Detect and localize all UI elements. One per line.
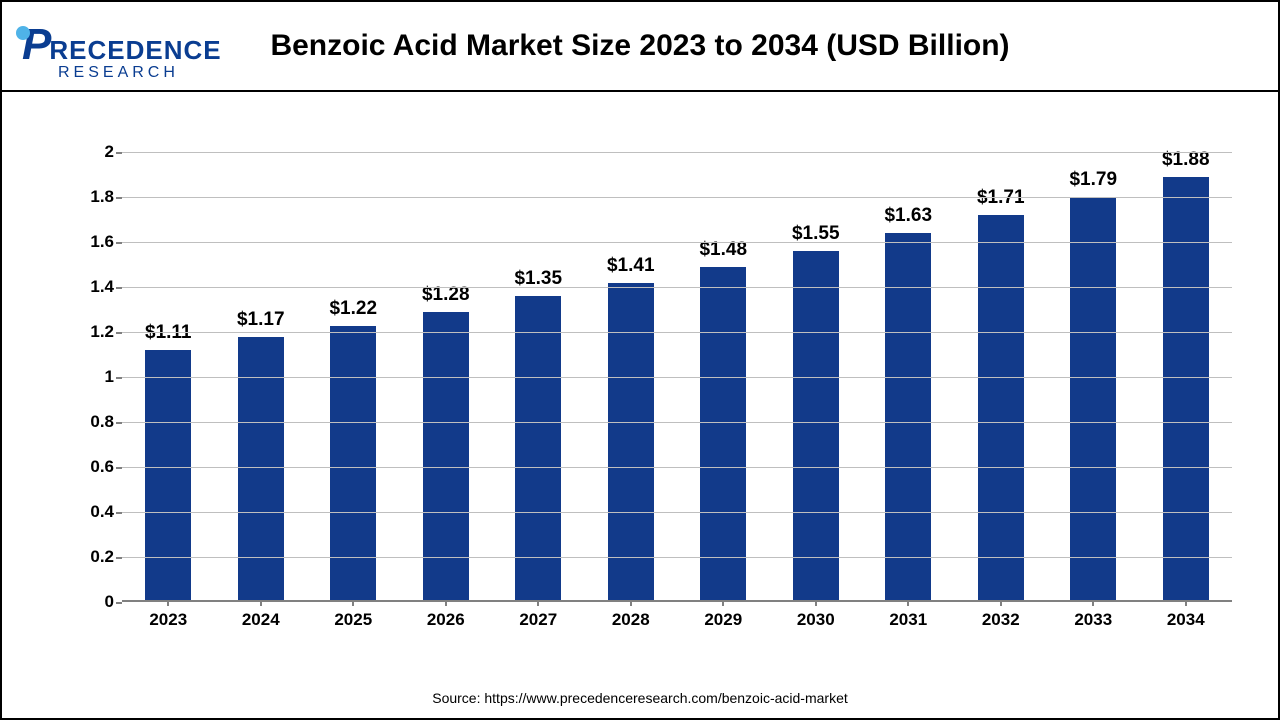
ytick-label: 1.6 bbox=[74, 232, 114, 252]
bar: $1.48 bbox=[700, 267, 746, 600]
ytick-mark bbox=[116, 602, 122, 604]
xtick-mark bbox=[260, 600, 262, 606]
bar: $1.55 bbox=[793, 251, 839, 600]
xtick-mark bbox=[907, 600, 909, 606]
source-text: Source: https://www.precedenceresearch.c… bbox=[2, 690, 1278, 706]
bar: $1.41 bbox=[608, 283, 654, 600]
xtick-mark bbox=[352, 600, 354, 606]
bar-value-label: $1.79 bbox=[1069, 169, 1117, 191]
ytick-label: 0.4 bbox=[74, 502, 114, 522]
bar: $1.88 bbox=[1163, 177, 1209, 600]
ytick-mark bbox=[116, 332, 122, 334]
ytick-label: 0.6 bbox=[74, 457, 114, 477]
xtick-mark bbox=[1092, 600, 1094, 606]
ytick-label: 1.2 bbox=[74, 322, 114, 342]
bar-slot: $1.412028 bbox=[585, 152, 678, 600]
gridline bbox=[122, 332, 1232, 333]
bar-value-label: $1.41 bbox=[607, 255, 655, 277]
ytick-mark bbox=[116, 152, 122, 154]
header: P RECEDENCE RESEARCH Benzoic Acid Market… bbox=[2, 2, 1278, 92]
bar: $1.71 bbox=[978, 215, 1024, 600]
gridline bbox=[122, 557, 1232, 558]
ytick-mark bbox=[116, 377, 122, 379]
ytick-mark bbox=[116, 557, 122, 559]
bar-slot: $1.552030 bbox=[770, 152, 863, 600]
ytick-label: 0.8 bbox=[74, 412, 114, 432]
bar-slot: $1.112023 bbox=[122, 152, 215, 600]
gridline bbox=[122, 377, 1232, 378]
xtick-label: 2025 bbox=[334, 610, 372, 630]
bar-slot: $1.352027 bbox=[492, 152, 585, 600]
xtick-label: 2028 bbox=[612, 610, 650, 630]
xtick-label: 2026 bbox=[427, 610, 465, 630]
ytick-label: 1 bbox=[74, 367, 114, 387]
gridline bbox=[122, 242, 1232, 243]
gridline bbox=[122, 287, 1232, 288]
xtick-label: 2030 bbox=[797, 610, 835, 630]
bar-value-label: $1.22 bbox=[329, 298, 377, 320]
xtick-mark bbox=[1185, 600, 1187, 606]
ytick-label: 1.8 bbox=[74, 187, 114, 207]
ytick-label: 0.2 bbox=[74, 547, 114, 567]
bar-slot: $1.482029 bbox=[677, 152, 770, 600]
bar-value-label: $1.63 bbox=[884, 205, 932, 227]
chart-frame: P RECEDENCE RESEARCH Benzoic Acid Market… bbox=[0, 0, 1280, 720]
bar-value-label: $1.71 bbox=[977, 187, 1025, 209]
xtick-mark bbox=[630, 600, 632, 606]
logo-text-main: RECEDENCE bbox=[49, 35, 221, 66]
xtick-mark bbox=[537, 600, 539, 606]
gridline bbox=[122, 467, 1232, 468]
gridline bbox=[122, 197, 1232, 198]
logo-mark: P bbox=[22, 20, 51, 70]
logo-text-sub: RESEARCH bbox=[58, 64, 179, 82]
xtick-label: 2031 bbox=[889, 610, 927, 630]
plot-area: $1.112023$1.172024$1.222025$1.282026$1.3… bbox=[122, 152, 1232, 602]
xtick-mark bbox=[445, 600, 447, 606]
ytick-label: 1.4 bbox=[74, 277, 114, 297]
ytick-mark bbox=[116, 467, 122, 469]
ytick-mark bbox=[116, 242, 122, 244]
bar: $1.79 bbox=[1070, 197, 1116, 600]
bar-value-label: $1.17 bbox=[237, 309, 285, 331]
gridline bbox=[122, 512, 1232, 513]
ytick-mark bbox=[116, 287, 122, 289]
xtick-label: 2029 bbox=[704, 610, 742, 630]
gridline bbox=[122, 422, 1232, 423]
gridline bbox=[122, 152, 1232, 153]
ytick-mark bbox=[116, 197, 122, 199]
bar-slot: $1.792033 bbox=[1047, 152, 1140, 600]
ytick-label: 0 bbox=[74, 592, 114, 612]
bar-slot: $1.712032 bbox=[955, 152, 1048, 600]
bar-value-label: $1.11 bbox=[145, 322, 192, 344]
xtick-label: 2034 bbox=[1167, 610, 1205, 630]
xtick-label: 2032 bbox=[982, 610, 1020, 630]
xtick-label: 2023 bbox=[149, 610, 187, 630]
xtick-mark bbox=[722, 600, 724, 606]
bar-slot: $1.172024 bbox=[215, 152, 308, 600]
xtick-label: 2033 bbox=[1074, 610, 1112, 630]
xtick-label: 2027 bbox=[519, 610, 557, 630]
xtick-mark bbox=[1000, 600, 1002, 606]
bar-slot: $1.222025 bbox=[307, 152, 400, 600]
xtick-label: 2024 bbox=[242, 610, 280, 630]
bar: $1.11 bbox=[145, 350, 191, 600]
bar: $1.22 bbox=[330, 326, 376, 601]
ytick-mark bbox=[116, 512, 122, 514]
chart-container: $1.112023$1.172024$1.222025$1.282026$1.3… bbox=[62, 132, 1242, 652]
logo: P RECEDENCE RESEARCH bbox=[22, 20, 222, 70]
ytick-mark bbox=[116, 422, 122, 424]
bar: $1.63 bbox=[885, 233, 931, 600]
bar: $1.35 bbox=[515, 296, 561, 600]
bar-slot: $1.882034 bbox=[1140, 152, 1233, 600]
bar-slot: $1.632031 bbox=[862, 152, 955, 600]
xtick-mark bbox=[167, 600, 169, 606]
ytick-label: 2 bbox=[74, 142, 114, 162]
bars-group: $1.112023$1.172024$1.222025$1.282026$1.3… bbox=[122, 152, 1232, 600]
bar-slot: $1.282026 bbox=[400, 152, 493, 600]
xtick-mark bbox=[815, 600, 817, 606]
